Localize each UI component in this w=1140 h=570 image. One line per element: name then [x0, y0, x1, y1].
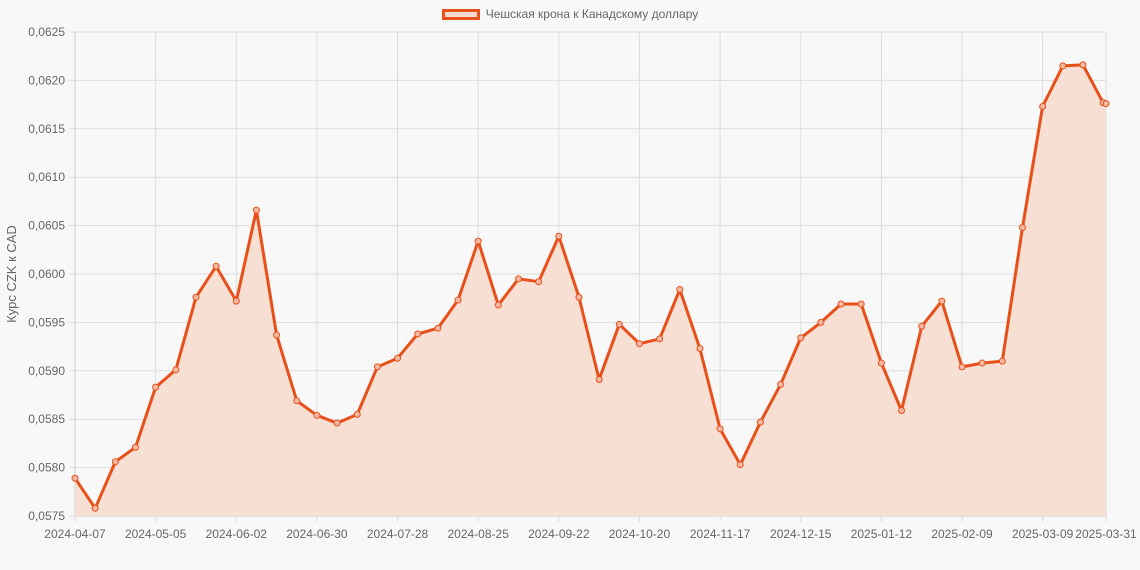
x-tick-label: 2024-08-25: [447, 527, 509, 541]
data-point[interactable]: [293, 397, 301, 405]
data-point[interactable]: [736, 461, 744, 469]
data-point[interactable]: [394, 354, 402, 362]
legend-label: Чешская крона к Канадскому доллару: [485, 7, 699, 21]
y-tick-label: 0,0605: [28, 219, 65, 233]
chart-legend[interactable]: Чешская крона к Канадскому доллару: [0, 7, 1140, 21]
y-tick-label: 0,0585: [28, 412, 65, 426]
data-point[interactable]: [172, 366, 180, 374]
data-point[interactable]: [595, 376, 603, 384]
y-tick-label: 0,0615: [28, 122, 65, 136]
data-point[interactable]: [373, 363, 381, 371]
data-point[interactable]: [837, 300, 845, 308]
data-point[interactable]: [212, 262, 220, 270]
data-point[interactable]: [1059, 62, 1067, 70]
data-point[interactable]: [817, 318, 825, 326]
legend-swatch-icon: [441, 8, 480, 20]
x-tick-label: 2025-03-09: [1012, 527, 1074, 541]
data-point[interactable]: [131, 443, 139, 451]
data-point[interactable]: [515, 275, 523, 283]
data-point[interactable]: [575, 293, 583, 301]
data-point[interactable]: [918, 322, 926, 330]
data-point[interactable]: [877, 359, 885, 367]
data-point[interactable]: [676, 285, 684, 293]
x-tick-label: 2025-01-12: [851, 527, 913, 541]
x-tick-label: 2024-10-20: [609, 527, 671, 541]
data-point[interactable]: [656, 335, 664, 343]
data-point[interactable]: [91, 504, 99, 512]
x-tick-label: 2025-02-09: [931, 527, 993, 541]
x-tick-label: 2024-06-02: [206, 527, 268, 541]
data-point[interactable]: [615, 320, 623, 328]
data-point[interactable]: [454, 296, 462, 304]
x-tick-label: 2025-03-31: [1075, 527, 1137, 541]
data-point[interactable]: [494, 301, 502, 309]
data-point[interactable]: [1102, 100, 1110, 108]
data-point[interactable]: [333, 419, 341, 427]
y-axis-title: Курс CZK к CAD: [4, 225, 19, 323]
data-point[interactable]: [252, 206, 260, 214]
x-tick-label: 2024-09-22: [528, 527, 590, 541]
data-point[interactable]: [716, 425, 724, 433]
data-point[interactable]: [313, 411, 321, 419]
data-point[interactable]: [555, 232, 563, 240]
data-point[interactable]: [1018, 224, 1026, 232]
data-point[interactable]: [232, 297, 240, 305]
data-point[interactable]: [998, 357, 1006, 365]
data-point[interactable]: [958, 363, 966, 371]
y-tick-label: 0,0600: [28, 267, 65, 281]
data-point[interactable]: [152, 383, 160, 391]
data-point[interactable]: [192, 293, 200, 301]
data-point[interactable]: [1039, 103, 1047, 111]
data-point[interactable]: [434, 324, 442, 332]
y-tick-label: 0,0595: [28, 315, 65, 329]
data-point[interactable]: [857, 300, 865, 308]
data-point[interactable]: [414, 330, 422, 338]
y-tick-label: 0,0610: [28, 170, 65, 184]
data-point[interactable]: [938, 297, 946, 305]
x-tick-label: 2024-04-07: [44, 527, 106, 541]
data-point[interactable]: [797, 334, 805, 342]
x-tick-label: 2024-06-30: [286, 527, 348, 541]
y-tick-label: 0,0575: [28, 509, 65, 523]
y-tick-label: 0,0620: [28, 73, 65, 87]
x-axis: 2024-04-07 2024-05-05 2024-06-02 2024-06-30…: [44, 527, 1137, 541]
data-point[interactable]: [978, 359, 986, 367]
data-point[interactable]: [898, 406, 906, 414]
data-point[interactable]: [273, 331, 281, 339]
x-tick-label: 2024-07-28: [367, 527, 429, 541]
data-point[interactable]: [696, 345, 704, 353]
x-tick-label: 2024-05-05: [125, 527, 187, 541]
x-tick-label: 2024-11-17: [690, 527, 751, 541]
y-tick-label: 0,0580: [28, 461, 65, 475]
data-point[interactable]: [353, 410, 361, 418]
y-tick-label: 0,0625: [28, 25, 65, 39]
data-point[interactable]: [756, 418, 764, 426]
data-point[interactable]: [1079, 61, 1087, 69]
x-tick-label: 2024-12-15: [770, 527, 832, 541]
data-point[interactable]: [474, 237, 482, 245]
y-axis: 0,0575 0,0580 0,0585 0,0590 0,0595 0,0600 0,06…: [28, 25, 65, 523]
data-point[interactable]: [535, 278, 543, 286]
data-point[interactable]: [635, 340, 643, 348]
series-points[interactable]: [71, 61, 1110, 512]
data-point[interactable]: [71, 474, 79, 482]
data-point[interactable]: [111, 458, 119, 466]
data-point[interactable]: [777, 380, 785, 388]
y-tick-label: 0,0590: [28, 364, 65, 378]
series-area-fill: [75, 64, 1106, 517]
